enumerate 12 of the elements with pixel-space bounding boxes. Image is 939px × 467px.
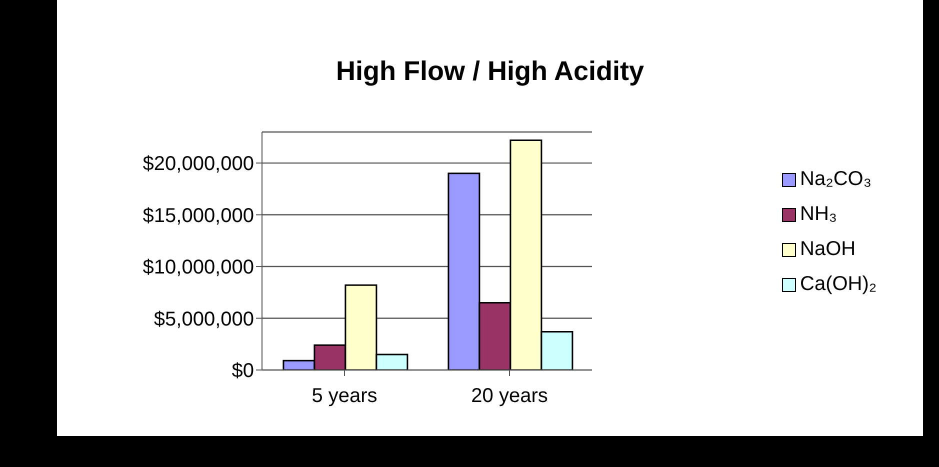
legend-label: NaOH xyxy=(800,238,856,261)
y-tick-label: $20,000,000 xyxy=(142,153,254,176)
chart-title: High Flow / High Acidity xyxy=(335,56,645,87)
x-tick-label: 20 years xyxy=(471,385,548,408)
legend-label: Na₂CO₃ xyxy=(800,168,872,191)
legend-label: NH₃ xyxy=(800,203,838,226)
y-tick-label: $0 xyxy=(232,360,254,382)
y-tick-label: $15,000,000 xyxy=(142,204,254,227)
x-tick-label: 5 years xyxy=(312,385,378,408)
legend-label: Ca(OH)₂ xyxy=(800,273,877,296)
y-tick-label: $10,000,000 xyxy=(142,256,254,279)
y-tick-label: $5,000,000 xyxy=(154,308,254,330)
